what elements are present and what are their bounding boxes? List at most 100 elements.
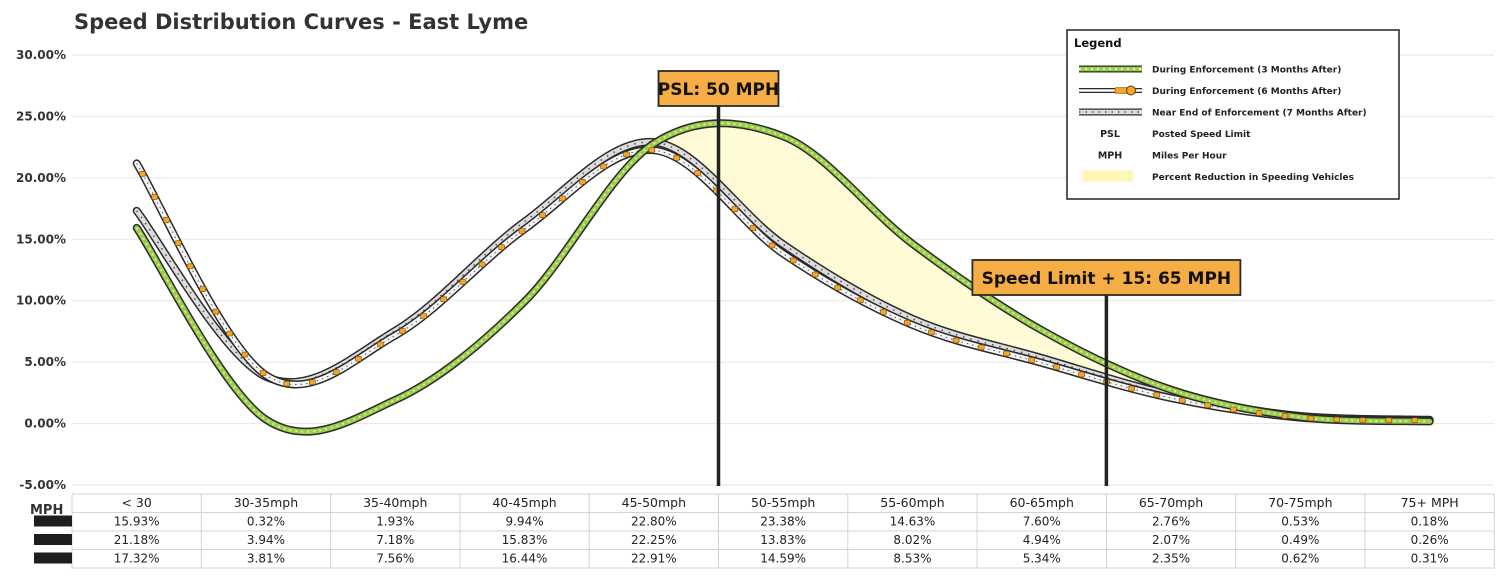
- x-category-label: 40-45mph: [492, 495, 556, 510]
- y-tick-label: 5.00%: [24, 355, 66, 369]
- data-label: 7.56%: [376, 552, 414, 566]
- data-marker: [241, 351, 249, 358]
- series-line-3-months: [132, 119, 1434, 436]
- data-marker: [376, 341, 384, 348]
- y-tick-label: 0.00%: [24, 417, 66, 431]
- data-label: 4.94%: [1023, 533, 1061, 547]
- data-marker: [539, 212, 546, 218]
- data-marker: [1359, 417, 1367, 423]
- data-marker: [1003, 350, 1010, 357]
- data-marker: [1333, 416, 1341, 423]
- series-markers-6-months: [139, 147, 1419, 424]
- data-marker: [789, 257, 797, 264]
- legend-item: Percent Reduction in Speeding Vehicles: [1083, 170, 1354, 183]
- data-marker: [1178, 397, 1186, 404]
- legend-label: Near End of Enforcement (7 Months After): [1152, 109, 1367, 119]
- data-marker: [151, 194, 158, 200]
- legend-label: Miles Per Hour: [1152, 152, 1227, 162]
- callout-label: Speed Limit + 15: 65 MPH: [982, 269, 1232, 289]
- legend-item: MPH Miles Per Hour: [1098, 151, 1227, 162]
- callout-box: [971, 259, 1242, 296]
- legend-abbr: MPH: [1098, 151, 1122, 162]
- data-marker: [498, 244, 505, 250]
- data-marker: [1078, 371, 1085, 378]
- y-tick-label: 20.00%: [16, 171, 66, 185]
- data-label: 3.94%: [247, 533, 285, 547]
- y-axis: 30.00% 25.00% 20.00% 15.00% 10.00% 5.00% 0.00%…: [16, 48, 66, 492]
- data-marker: [880, 309, 887, 315]
- data-label: 14.63%: [890, 515, 936, 529]
- data-marker: [199, 286, 207, 292]
- data-marker: [928, 329, 935, 336]
- data-label: 3.81%: [247, 552, 285, 566]
- x-category-label: 35-40mph: [363, 495, 427, 510]
- data-label: 22.80%: [631, 515, 677, 529]
- data-marker: [1028, 357, 1035, 363]
- series-key-swatch: [34, 534, 72, 545]
- data-marker: [1053, 364, 1060, 370]
- data-marker: [673, 155, 680, 161]
- x-category-label: 75+ MPH: [1401, 495, 1459, 510]
- table-row-header: MPH: [30, 503, 63, 518]
- legend-abbr: PSL: [1100, 129, 1120, 140]
- data-marker: [174, 240, 182, 246]
- data-marker: [600, 163, 607, 170]
- data-label: 0.31%: [1411, 552, 1449, 566]
- data-marker: [623, 151, 630, 158]
- chart-title: Speed Distribution Curves - East Lyme: [74, 10, 528, 34]
- series-key-swatch: [34, 552, 72, 564]
- data-label: 1.93%: [376, 515, 414, 529]
- data-marker: [283, 380, 290, 387]
- data-label: 7.60%: [1023, 515, 1061, 529]
- legend-label: Percent Reduction in Speeding Vehicles: [1152, 173, 1354, 183]
- y-tick-label: 10.00%: [16, 294, 66, 308]
- data-marker: [1230, 406, 1237, 413]
- y-tick-label: -5.00%: [19, 478, 66, 492]
- data-marker: [903, 319, 911, 326]
- data-label: 0.62%: [1281, 552, 1319, 566]
- data-marker: [1128, 385, 1135, 392]
- data-label: 23.38%: [760, 515, 806, 529]
- callout-box: [657, 70, 780, 107]
- data-label: 9.94%: [505, 515, 543, 529]
- data-label: 0.32%: [247, 515, 285, 529]
- legend-item: PSL Posted Speed Limit: [1100, 129, 1251, 140]
- data-label: 2.76%: [1152, 515, 1190, 529]
- data-marker: [694, 170, 701, 176]
- data-marker: [559, 195, 566, 202]
- x-category-label: 50-55mph: [751, 495, 815, 510]
- data-marker: [1307, 415, 1315, 422]
- data-label: 22.25%: [631, 533, 677, 547]
- data-marker: [308, 379, 316, 386]
- speed-markers: [716, 105, 1109, 486]
- data-marker: [768, 242, 776, 249]
- legend-label: During Enforcement (3 Months After): [1152, 66, 1341, 76]
- data-label: 13.83%: [760, 533, 806, 547]
- x-category-label: 45-50mph: [622, 495, 686, 510]
- callout: Speed Limit + 15: 65 MPH: [971, 259, 1242, 296]
- legend-symbol: [1083, 170, 1133, 182]
- data-marker: [139, 171, 146, 177]
- legend-title: Legend: [1074, 36, 1122, 50]
- data-label: 21.18%: [114, 533, 160, 547]
- y-tick-label: 25.00%: [16, 109, 66, 123]
- data-marker: [731, 206, 739, 212]
- data-label: 5.34%: [1023, 552, 1061, 566]
- x-category-label: 55-60mph: [880, 495, 944, 510]
- legend: Legend During Enforcement (3 Months After…: [1066, 29, 1400, 200]
- data-label: 17.32%: [114, 552, 160, 566]
- data-marker: [163, 217, 170, 223]
- data-label: 16.44%: [502, 552, 548, 566]
- data-label: 15.83%: [502, 533, 548, 547]
- legend-item: During Enforcement (3 Months After): [1079, 65, 1341, 76]
- x-category-label: 30-35mph: [234, 495, 298, 510]
- data-label: 8.02%: [893, 533, 931, 547]
- series-key-swatch: [34, 515, 72, 527]
- data-label: 0.53%: [1281, 515, 1319, 529]
- data-marker: [1385, 417, 1393, 424]
- legend-item: Near End of Enforcement (7 Months After): [1079, 108, 1367, 119]
- data-label: 0.49%: [1281, 533, 1319, 547]
- data-label: 14.59%: [760, 552, 806, 566]
- data-marker: [518, 228, 526, 234]
